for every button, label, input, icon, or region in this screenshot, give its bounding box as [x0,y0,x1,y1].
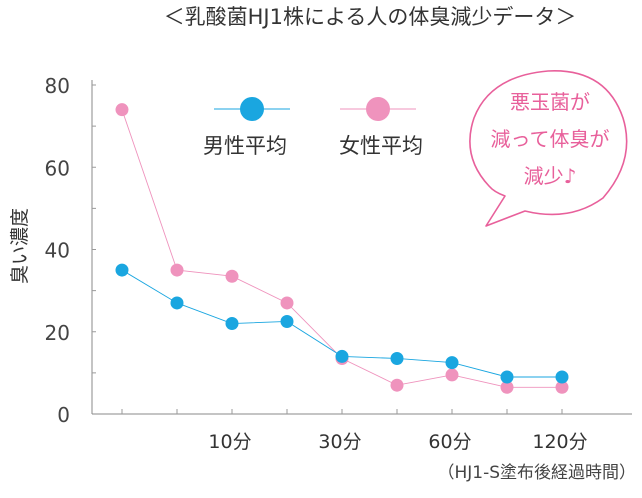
y-tick-label: 60 [45,156,70,180]
data-point [170,296,184,310]
y-axis-label: 臭い濃度 [9,208,31,284]
data-point [280,296,294,310]
data-point [225,317,239,331]
axes [91,80,632,415]
annotation-line: 悪玉菌が [510,90,590,114]
y-tick-label: 20 [45,321,70,345]
y-tick-label: 80 [45,74,70,98]
data-point [555,370,569,384]
series-male [115,263,569,384]
x-tick-labels: 10分 30分 60分 120分 [121,409,588,453]
legend-marker [240,97,264,121]
data-point [170,263,184,277]
data-point [500,370,514,384]
data-point [115,103,129,117]
data-point [335,349,349,363]
y-tick-label: 40 [45,239,70,263]
data-point [390,351,404,365]
legend: 男性平均 女性平均 [203,97,423,158]
legend-item: 男性平均 [203,97,290,158]
x-tick-label: 120分 [532,431,587,453]
x-tick-label: 60分 [428,431,471,453]
data-point [445,356,459,370]
legend-item: 女性平均 [339,97,423,158]
legend-marker [366,97,390,121]
data-point [225,269,239,283]
legend-label: 男性平均 [203,134,287,158]
annotation-line: 減って体臭が [491,127,610,151]
series-layer [115,103,569,394]
x-tick-label: 30分 [318,431,361,453]
y-tick-labels: 0 20 40 60 80 [45,74,96,427]
annotation-outline [469,70,628,227]
y-tick-label: 0 [57,403,70,427]
data-point [445,368,459,382]
chart-title: ＜乳酸菌HJ1株による人の体臭減少データ＞ [164,5,577,29]
annotation-line: 減少♪ [524,164,577,188]
data-point [390,378,404,392]
data-point [555,380,569,394]
x-axis-label: （HJ1-S塗布後経過時間） [437,462,636,483]
x-tick-label: 10分 [208,431,251,453]
legend-label: 女性平均 [339,134,423,158]
data-point [115,263,129,277]
data-point [280,314,294,328]
data-point [500,380,514,394]
